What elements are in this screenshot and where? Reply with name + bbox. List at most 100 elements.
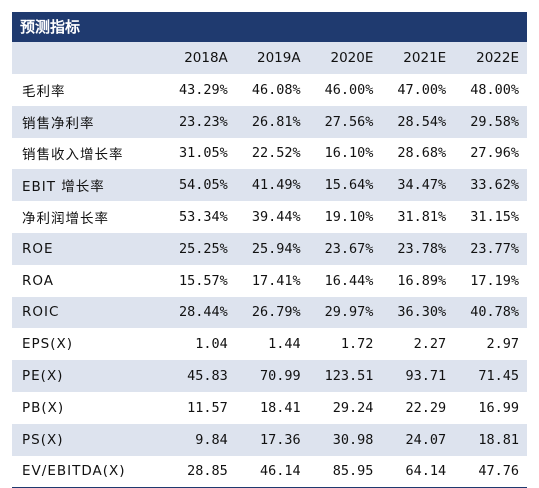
table-row: ROA 15.57% 17.41% 16.44% 16.89% 17.19% bbox=[12, 265, 527, 297]
table-cell: 31.81% bbox=[397, 209, 447, 226]
table-cell: 28.68% bbox=[397, 145, 447, 162]
table-cell: 54.05% bbox=[163, 169, 236, 202]
header-corner bbox=[12, 42, 163, 74]
forecast-table: 2018A 2019A 2020E 2021E 2022E 毛利率 43.29% 4… bbox=[12, 42, 527, 488]
column-header: 2022E bbox=[454, 42, 527, 74]
table-cell: 24.07 bbox=[381, 423, 455, 456]
table-cell: 17.19% bbox=[470, 272, 519, 289]
table-cell: 16.99 bbox=[478, 399, 519, 416]
table-cell: 28.44% bbox=[163, 296, 236, 329]
table-row: PS(X) 9.84 17.36 30.98 24.07 18.81 bbox=[12, 423, 527, 456]
table-cell: 17.41% bbox=[251, 272, 301, 289]
table-cell: 47.76 bbox=[478, 463, 519, 480]
table-cell: 22.29 bbox=[405, 399, 447, 416]
table-row: ROE 25.25% 25.94% 23.67% 23.78% 23.77% bbox=[12, 232, 527, 265]
table-row: 销售收入增长率 31.05% 22.52% 16.10% 28.68% 27.96% bbox=[12, 138, 527, 170]
table-row: EPS(X) 1.04 1.44 1.72 2.27 2.97 bbox=[12, 328, 527, 360]
table-cell: 15.57% bbox=[179, 272, 228, 289]
table-cell: 36.30% bbox=[381, 296, 455, 329]
column-header: 2018A bbox=[163, 42, 236, 74]
table-cell: 46.00% bbox=[324, 81, 374, 98]
table-row: 毛利率 43.29% 46.08% 46.00% 47.00% 48.00% bbox=[12, 74, 527, 106]
table-cell: 45.83 bbox=[163, 360, 236, 392]
table-cell: 29.58% bbox=[454, 105, 527, 138]
table-row: PE(X) 45.83 70.99 123.51 93.71 71.45 bbox=[12, 360, 527, 392]
row-label: EBIT 增长率 bbox=[12, 169, 163, 202]
table-cell: 23.23% bbox=[163, 105, 236, 138]
table-cell: 46.14 bbox=[259, 463, 301, 480]
table-cell: 23.77% bbox=[454, 232, 527, 265]
table-cell: 27.56% bbox=[308, 105, 382, 138]
table-cell: 26.81% bbox=[235, 105, 309, 138]
table-title: 预测指标 bbox=[12, 12, 527, 42]
table-cell: 28.54% bbox=[381, 105, 455, 138]
table-cell: 25.25% bbox=[163, 232, 236, 265]
table-cell: 27.96% bbox=[470, 145, 519, 162]
table-cell: 48.00% bbox=[470, 81, 519, 98]
table-cell: 1.44 bbox=[268, 336, 301, 353]
table-cell: 46.08% bbox=[251, 81, 301, 98]
table-cell: 18.81 bbox=[454, 423, 527, 456]
row-label: PS(X) bbox=[12, 423, 163, 456]
table-cell: 40.78% bbox=[454, 296, 527, 329]
table-row: 净利润增长率 53.34% 39.44% 19.10% 31.81% 31.15% bbox=[12, 201, 527, 233]
row-label: ROA bbox=[22, 272, 55, 289]
table-row: EBIT 增长率 54.05% 41.49% 15.64% 34.47% 33.62% bbox=[12, 169, 527, 202]
row-label: 销售收入增长率 bbox=[22, 147, 124, 164]
column-header: 2021E bbox=[381, 42, 455, 74]
table-cell: 41.49% bbox=[235, 169, 309, 202]
table-cell: 39.44% bbox=[251, 209, 301, 226]
table-cell: 16.10% bbox=[324, 145, 374, 162]
table-cell: 15.64% bbox=[308, 169, 382, 202]
table-cell: 18.41 bbox=[259, 399, 301, 416]
header-row: 2018A 2019A 2020E 2021E 2022E bbox=[12, 42, 527, 74]
table-cell: 11.57 bbox=[187, 399, 228, 416]
table-cell: 30.98 bbox=[308, 423, 382, 456]
table-cell: 19.10% bbox=[324, 209, 374, 226]
row-label: EPS(X) bbox=[22, 336, 74, 353]
table-cell: 23.67% bbox=[308, 232, 382, 265]
column-header: 2020E bbox=[308, 42, 382, 74]
row-label: 净利润增长率 bbox=[22, 211, 109, 228]
table-cell: 33.62% bbox=[454, 169, 527, 202]
table-cell: 31.05% bbox=[179, 145, 228, 162]
table-cell: 28.85 bbox=[187, 463, 228, 480]
table-cell: 22.52% bbox=[251, 145, 301, 162]
table-cell: 9.84 bbox=[163, 423, 236, 456]
table-cell: 53.34% bbox=[179, 209, 228, 226]
row-label: 销售净利率 bbox=[12, 105, 163, 138]
row-label: EV/EBITDA(X) bbox=[22, 463, 126, 480]
table-cell: 17.36 bbox=[235, 423, 309, 456]
table-cell: 25.94% bbox=[235, 232, 309, 265]
table-cell: 29.24 bbox=[332, 399, 374, 416]
row-label: ROIC bbox=[12, 296, 163, 329]
table-cell: 93.71 bbox=[381, 360, 455, 392]
table-cell: 29.97% bbox=[308, 296, 382, 329]
table-row: EV/EBITDA(X) 28.85 46.14 85.95 64.14 47.76 bbox=[12, 456, 527, 488]
table-row: 销售净利率 23.23% 26.81% 27.56% 28.54% 29.58% bbox=[12, 105, 527, 138]
table-cell: 123.51 bbox=[308, 360, 382, 392]
row-label: PB(X) bbox=[22, 399, 65, 416]
row-label: 毛利率 bbox=[22, 83, 66, 100]
table-cell: 71.45 bbox=[454, 360, 527, 392]
table-cell: 70.99 bbox=[235, 360, 309, 392]
row-label: PE(X) bbox=[12, 360, 163, 392]
table-cell: 47.00% bbox=[397, 81, 447, 98]
table-cell: 1.04 bbox=[195, 336, 228, 353]
table-row: ROIC 28.44% 26.79% 29.97% 36.30% 40.78% bbox=[12, 296, 527, 329]
table-cell: 85.95 bbox=[332, 463, 374, 480]
column-header: 2019A bbox=[235, 42, 309, 74]
table-cell: 23.78% bbox=[381, 232, 455, 265]
row-label: ROE bbox=[12, 232, 163, 265]
table-cell: 2.97 bbox=[486, 336, 519, 353]
table-cell: 64.14 bbox=[405, 463, 447, 480]
table-cell: 34.47% bbox=[381, 169, 455, 202]
table-cell: 2.27 bbox=[413, 336, 447, 353]
table-cell: 16.44% bbox=[324, 272, 374, 289]
table-cell: 31.15% bbox=[470, 209, 519, 226]
table-row: PB(X) 11.57 18.41 29.24 22.29 16.99 bbox=[12, 392, 527, 424]
table-cell: 1.72 bbox=[340, 336, 374, 353]
table-cell: 43.29% bbox=[179, 81, 228, 98]
table-cell: 16.89% bbox=[397, 272, 447, 289]
